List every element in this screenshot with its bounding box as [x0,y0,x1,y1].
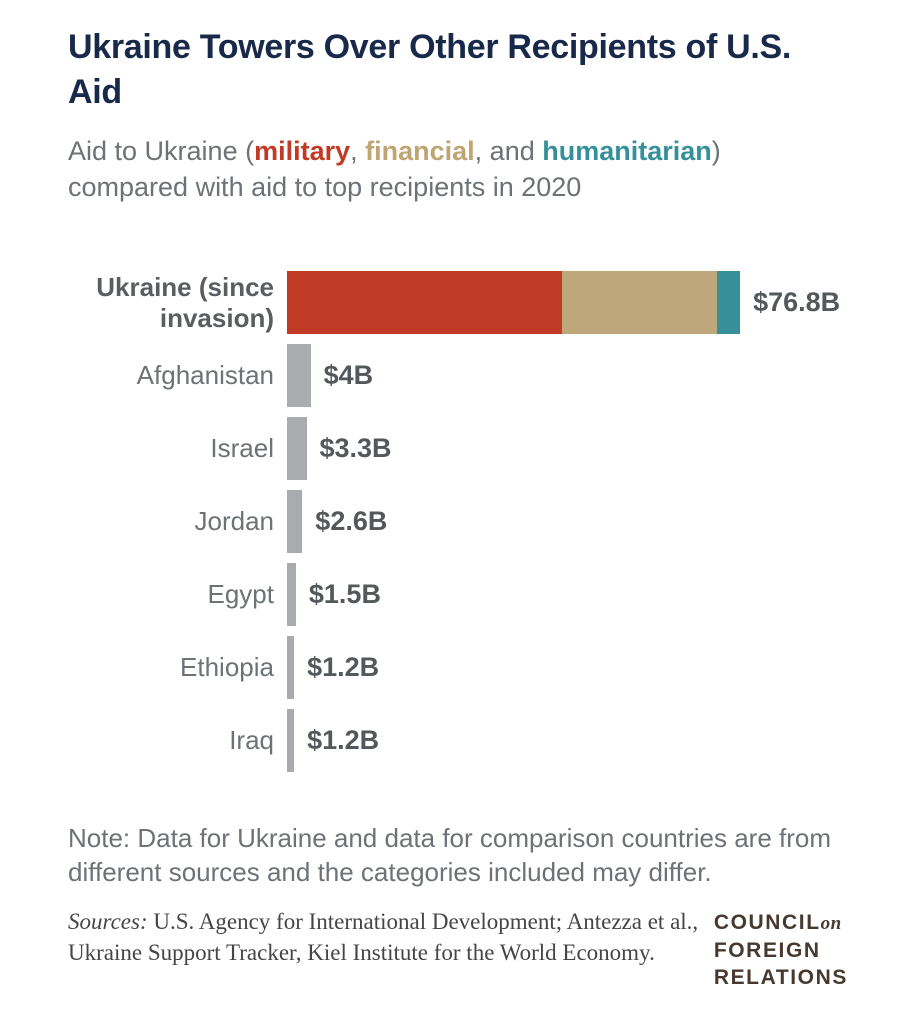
bar-afghanistan [287,344,311,407]
cfr-logo: COUNCILon FOREIGN RELATIONS [714,906,848,991]
value-label: $1.5B [308,579,381,609]
country-label: Egypt [207,579,275,609]
value-label: $1.2B [307,725,380,755]
sources-prefix: Sources: [68,909,148,934]
subtitle-separator: , [350,136,366,166]
country-label: Ethiopia [180,652,274,682]
value-label: $4B [323,360,374,390]
bar-jordan [287,490,303,553]
footer: Sources: U.S. Agency for International D… [68,906,848,991]
bar-iraq [287,709,295,772]
value-label: $76.8B [753,287,841,317]
humanitarian-segment [717,271,741,334]
country-label: Jordan [194,506,275,536]
logo-on: on [820,913,842,934]
stacked-bar-ukraine [287,271,741,334]
country-label: Iraq [229,725,274,755]
value-label: $3.3B [319,433,392,463]
bar-row-jordan: Jordan $2.6B [68,490,848,553]
financial-segment [561,271,718,334]
legend-word-military: military [254,136,351,166]
legend-word-humanitarian: humanitarian [542,136,712,166]
subtitle-text: Aid to Ukraine ( [68,136,255,166]
subtitle-text: ) compared with aid to top recipients in… [68,136,721,202]
bar-row-afghanistan: Afghanistan $4B [68,344,848,407]
chart-subtitle: Aid to Ukraine (military, financial, and… [68,133,848,205]
bar-egypt [287,563,296,626]
value-label: $1.2B [307,652,380,682]
bar-row-ethiopia: Ethiopia $1.2B [68,636,848,699]
military-segment [287,271,562,334]
logo-council: COUNCIL [713,911,821,934]
bar-israel [287,417,307,480]
bar-row-iraq: Iraq $1.2B [68,709,848,772]
sources-text: Sources: U.S. Agency for International D… [68,906,703,968]
country-label: Afghanistan [136,360,274,390]
bar-row-egypt: Egypt $1.5B [68,563,848,626]
logo-line-3: RELATIONS [713,966,848,989]
country-label: Ukraine (since invasion) [96,271,274,333]
sources-body: U.S. Agency for International Developmen… [68,909,699,965]
value-label: $2.6B [315,506,388,536]
country-label: Israel [210,433,274,463]
bar-row-israel: Israel $3.3B [68,417,848,480]
logo-line-1: COUNCILon [714,909,848,937]
bar-row-ukraine: Ukraine (since invasion) $76.8B [68,271,848,334]
legend-word-financial: financial [365,136,475,166]
subtitle-separator: , and [474,136,543,166]
page-title: Ukraine Towers Over Other Recipients of … [68,28,792,111]
logo-line-2: FOREIGN [713,939,821,962]
bar-ethiopia [287,636,295,699]
footnote: Note: Data for Ukraine and data for comp… [68,823,832,887]
bar-chart: Ukraine (since invasion) $76.8B Afghanis… [68,271,848,772]
